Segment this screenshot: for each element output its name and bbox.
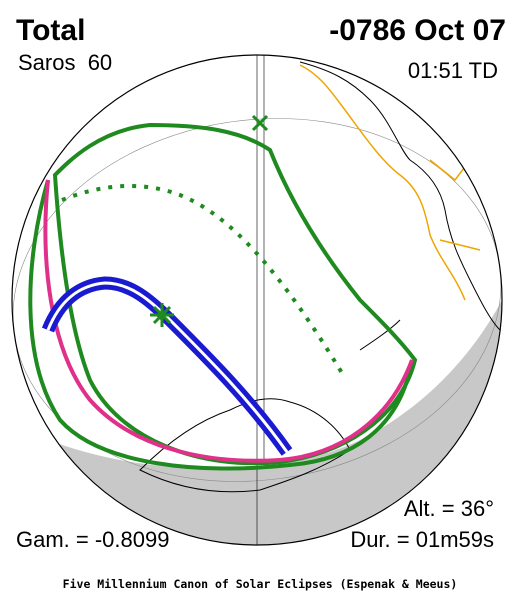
time: 01:51 TD [408,58,498,83]
umbral-path [46,281,289,453]
coastline [299,61,501,331]
altitude: Alt. = 36° [404,496,494,521]
coastline [359,319,401,351]
greatest-eclipse-marker [150,303,174,327]
gamma: Gam. = -0.8099 [16,527,169,552]
coastline [139,398,351,493]
penumbra-limit [52,122,418,466]
eclipse-date: -0786 Oct 07 [329,14,506,47]
rise-set-curve [43,179,414,463]
night-shading [12,300,502,545]
saros: Saros 60 [18,50,112,75]
globe [11,54,503,546]
penumbra-limit [28,179,414,471]
eclipse-type: Total [16,14,85,47]
duration: Dur. = 01m59s [350,527,494,552]
credit: Five Millennium Canon of Solar Eclipses … [63,577,458,591]
subsolar-marker [251,114,269,132]
